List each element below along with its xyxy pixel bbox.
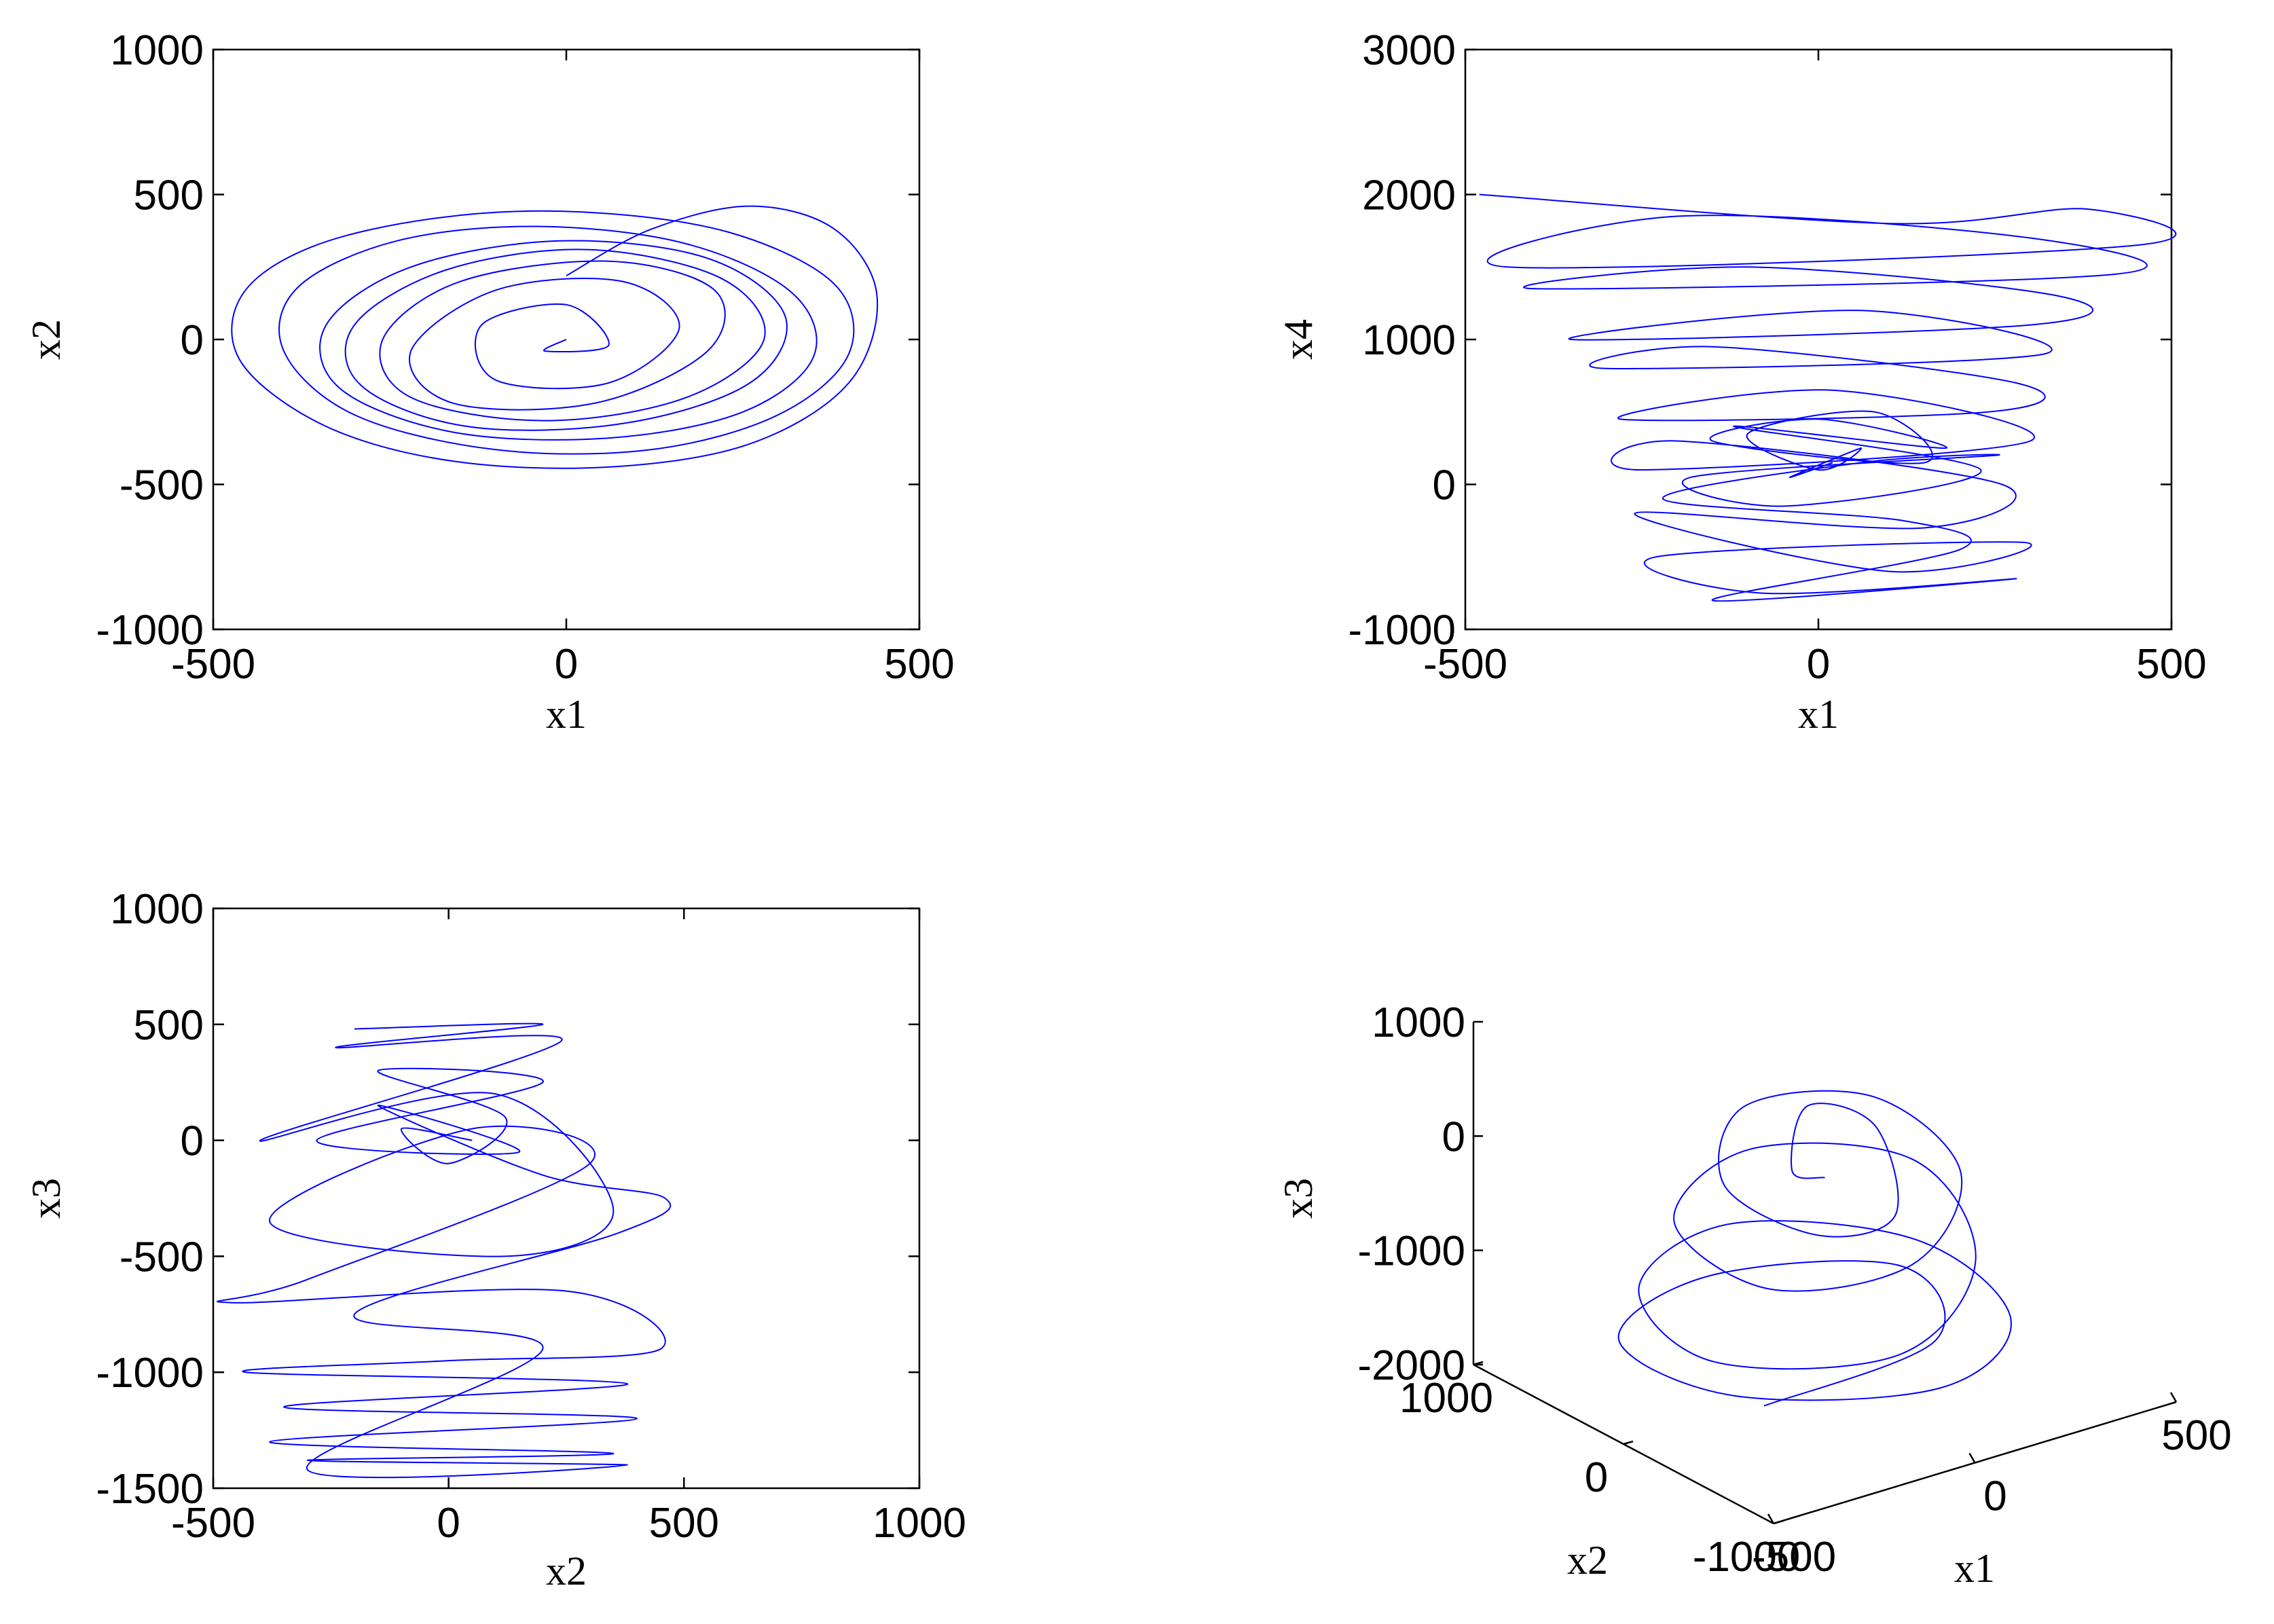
z-tick-label: 0 (1442, 1113, 1465, 1160)
y-tick-mark (1623, 1440, 1634, 1445)
x-tick-label: -500 (1752, 1534, 1836, 1581)
x-axis-ticks: -500 0 500 1000 (171, 908, 966, 1547)
x-tick-label: -500 (171, 641, 255, 688)
x-axis-label: x1 (1954, 1546, 1995, 1591)
y-tick-label: -500 (120, 462, 204, 509)
y-tick-label: 3000 (1362, 27, 1456, 74)
trajectory-line (1617, 1090, 2012, 1407)
z-tick-label: -1000 (1357, 1228, 1465, 1275)
y-tick-label: 0 (1433, 462, 1456, 509)
z-tick-label: 1000 (1372, 999, 1465, 1046)
plot-area-frame (212, 907, 921, 1490)
trajectory-line (216, 1022, 672, 1479)
trajectory-group (216, 1022, 672, 1479)
x-axis-label: x2 (546, 1549, 587, 1593)
x-tick-label: 0 (555, 641, 578, 688)
y-tick-mark (1773, 1519, 1784, 1525)
z-tick-label: -2000 (1357, 1342, 1465, 1389)
x-tick-mark (2169, 1392, 2178, 1403)
x-tick-mark (1767, 1513, 1775, 1524)
trajectory-group (231, 205, 879, 469)
y-axis-label: x4 (1276, 319, 1321, 360)
y-tick-label: 500 (134, 1002, 204, 1049)
trajectory-line (1479, 193, 2177, 602)
x-tick-mark (1968, 1452, 1976, 1464)
y-axis-ticks: -1000 0 1000 2000 3000 (1348, 27, 2171, 654)
x-tick-label: 500 (2161, 1412, 2231, 1459)
y-tick-label: 1000 (110, 886, 204, 933)
z-axis-label: x3 (1276, 1178, 1321, 1219)
x-axis-label: x1 (546, 692, 587, 737)
trajectory-group (1617, 1090, 2012, 1407)
y-tick-label: 1000 (1362, 317, 1456, 364)
x-tick-label: 500 (649, 1500, 719, 1547)
y-tick-label: -1000 (96, 1350, 204, 1397)
y-tick-label: -500 (120, 1234, 204, 1280)
x-tick-label: 0 (1983, 1473, 2006, 1520)
trajectory-group (1479, 193, 2177, 602)
y-tick-label: 0 (181, 317, 204, 364)
x-tick-label: 1000 (873, 1500, 966, 1547)
y-tick-label: 0 (181, 1118, 204, 1165)
y-tick-label: -1000 (1693, 1534, 1801, 1581)
y-axis-label: x2 (1567, 1538, 1608, 1583)
y-axis-ticks: -1500 -1000 -500 0 500 1000 (96, 886, 919, 1513)
y-tick-label: 1000 (1399, 1375, 1493, 1422)
axes-3d (1472, 1022, 2177, 1525)
x-tick-label: 0 (437, 1500, 460, 1547)
x-axis-ticks: -500 0 500 (171, 50, 955, 688)
x-tick-label: 0 (1807, 641, 1830, 688)
y-tick-label: -1000 (1348, 607, 1456, 654)
y-tick-label: 1000 (110, 27, 204, 74)
subplot-x1-x4: -500 0 500 -1000 0 1000 2000 3000 x1 x4 (1276, 27, 2207, 737)
y-tick-label: 2000 (1362, 172, 1456, 219)
subplot-x2-x3: -500 0 500 1000 -1500 -1000 -500 0 500 1000 x2 x… (24, 886, 966, 1593)
y-tick-mark (1473, 1361, 1484, 1366)
x-tick-label: -500 (1423, 641, 1507, 688)
x-tick-label: -500 (171, 1500, 255, 1547)
x-tick-label: 500 (2136, 641, 2206, 688)
y-axis-label: x2 (24, 319, 69, 360)
x-axis-label: x1 (1798, 692, 1839, 737)
trajectory-line (231, 205, 879, 469)
x-axis-ticks: -500 0 500 (1423, 50, 2207, 688)
y-tick-label: -1500 (96, 1466, 204, 1513)
y-axis-ticks: -1000 -500 0 500 1000 (96, 27, 919, 654)
y-tick-label: 500 (134, 172, 204, 219)
y-tick-label: 0 (1585, 1454, 1608, 1501)
y-axis-label: x3 (24, 1178, 69, 1219)
axis-ticks-3d: -2000 -1000 0 1000 -1000 0 1000 -500 0 500 (1357, 999, 2231, 1581)
y-tick-label: -1000 (96, 607, 204, 654)
x-tick-label: 500 (884, 641, 954, 688)
